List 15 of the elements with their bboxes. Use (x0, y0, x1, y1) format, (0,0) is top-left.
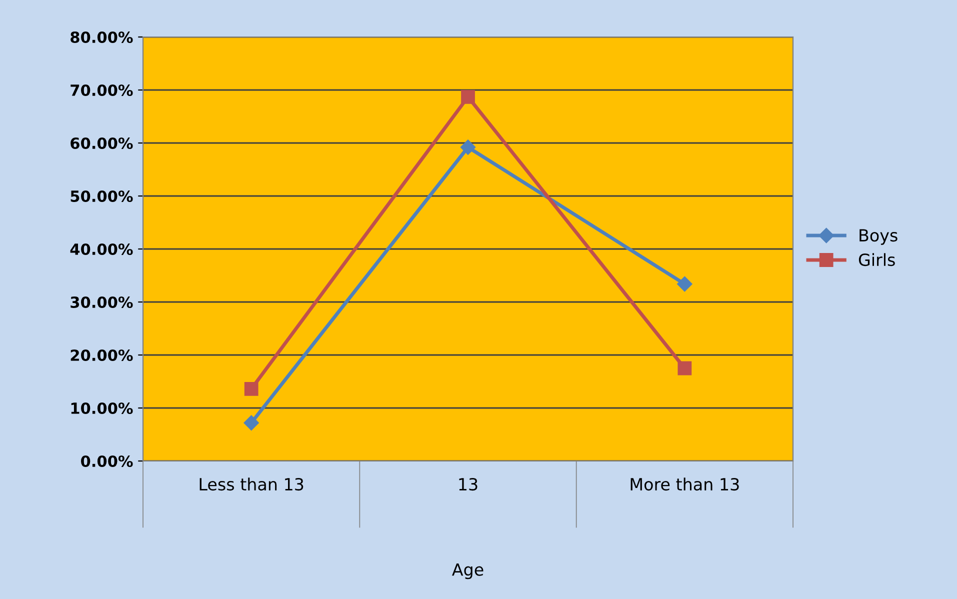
y-tick-label: 20.00% (70, 349, 133, 362)
x-tick-label: 13 (459, 478, 478, 491)
y-tick-label: 60.00% (70, 137, 133, 150)
y-tick-label: 30.00% (70, 296, 133, 308)
y-tick-label: 80.00% (70, 31, 133, 44)
y-tick-label: 0.00% (81, 455, 133, 468)
x-tick-label: Less than 13 (200, 478, 304, 491)
y-tick-label: 10.00% (71, 402, 133, 414)
x-tick-label: More than 13 (630, 478, 739, 491)
x-axis-title: Age (452, 563, 484, 580)
legend-label: Boys (860, 229, 898, 245)
y-tick-label: 40.00% (70, 243, 133, 256)
y-tick-label: 50.00% (70, 190, 133, 202)
y-tick-label: 70.00% (70, 84, 133, 96)
legend-label: Girls (858, 253, 895, 266)
